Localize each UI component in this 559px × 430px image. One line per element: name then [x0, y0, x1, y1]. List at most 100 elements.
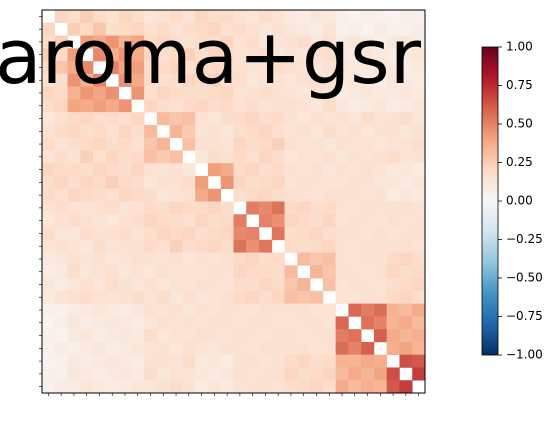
cell	[361, 214, 375, 228]
cell	[246, 380, 260, 394]
cell	[322, 303, 336, 317]
cell	[259, 35, 273, 49]
cell	[42, 22, 56, 36]
cell	[297, 175, 311, 190]
cell	[335, 367, 349, 381]
cell	[93, 86, 107, 100]
cell	[399, 265, 413, 279]
cell	[42, 163, 56, 177]
cell	[297, 341, 311, 355]
cell	[348, 163, 362, 177]
cell	[386, 112, 400, 126]
cell	[259, 73, 273, 87]
cell	[233, 354, 247, 368]
cell	[105, 227, 119, 241]
cell	[233, 124, 247, 138]
cell	[399, 329, 413, 343]
cell	[67, 239, 81, 253]
cell	[93, 239, 107, 253]
cell	[348, 341, 362, 355]
heatmap	[42, 10, 426, 394]
cell	[220, 10, 234, 24]
cell	[156, 239, 170, 253]
cell	[297, 10, 311, 24]
cell	[156, 150, 170, 164]
cell	[310, 214, 324, 228]
cell	[54, 239, 68, 253]
cell	[259, 303, 273, 317]
cell	[182, 137, 196, 151]
cell	[399, 22, 413, 36]
cell	[399, 73, 413, 87]
cell	[54, 163, 68, 177]
cell	[386, 163, 400, 177]
cell	[271, 341, 285, 355]
cell	[105, 316, 119, 330]
cell	[169, 124, 183, 138]
cell	[54, 137, 68, 151]
cell	[322, 150, 336, 164]
cell	[182, 73, 196, 87]
cell	[386, 48, 400, 62]
cell	[310, 48, 324, 62]
cell	[207, 10, 222, 24]
cell	[207, 265, 222, 279]
cell	[54, 354, 68, 368]
cell	[169, 239, 183, 253]
cell	[284, 137, 298, 151]
cell	[259, 112, 273, 126]
cell	[207, 201, 222, 215]
cell	[195, 48, 209, 62]
cell	[195, 367, 209, 381]
cell	[67, 137, 81, 151]
cell	[297, 278, 311, 292]
cell	[322, 163, 336, 177]
cell	[195, 329, 209, 343]
cell	[233, 316, 247, 330]
cell	[144, 354, 158, 368]
cell	[220, 61, 234, 75]
cell	[131, 290, 145, 304]
cell	[195, 150, 209, 164]
cell	[118, 367, 132, 381]
cell	[412, 278, 426, 292]
cell	[399, 278, 413, 292]
cell	[322, 239, 336, 253]
cell	[93, 227, 107, 241]
cell	[412, 265, 426, 279]
cell	[361, 265, 375, 279]
cell	[246, 227, 260, 241]
cell	[412, 354, 426, 368]
cell	[246, 112, 260, 126]
cell	[233, 22, 247, 36]
cell	[220, 201, 234, 215]
cell	[93, 252, 107, 266]
cell	[399, 188, 413, 202]
plot-frame	[41, 9, 426, 394]
cell	[169, 48, 183, 62]
cell	[105, 239, 119, 253]
cell	[67, 341, 81, 355]
cell	[169, 175, 183, 190]
cell	[373, 290, 387, 304]
cell	[67, 354, 81, 368]
cell	[386, 201, 400, 215]
cell	[169, 290, 183, 304]
cell	[284, 22, 298, 36]
cell	[156, 10, 170, 24]
cell	[195, 341, 209, 355]
cell	[271, 124, 285, 138]
cell	[156, 290, 170, 304]
cell	[297, 380, 311, 394]
cell	[93, 99, 107, 113]
cell	[131, 278, 145, 292]
cell	[80, 124, 94, 138]
cell	[233, 35, 247, 49]
cell	[118, 329, 132, 343]
cell	[105, 252, 119, 266]
cell	[322, 341, 336, 355]
cell	[169, 214, 183, 228]
cell	[131, 61, 145, 75]
cell	[80, 380, 94, 394]
cell	[271, 278, 285, 292]
